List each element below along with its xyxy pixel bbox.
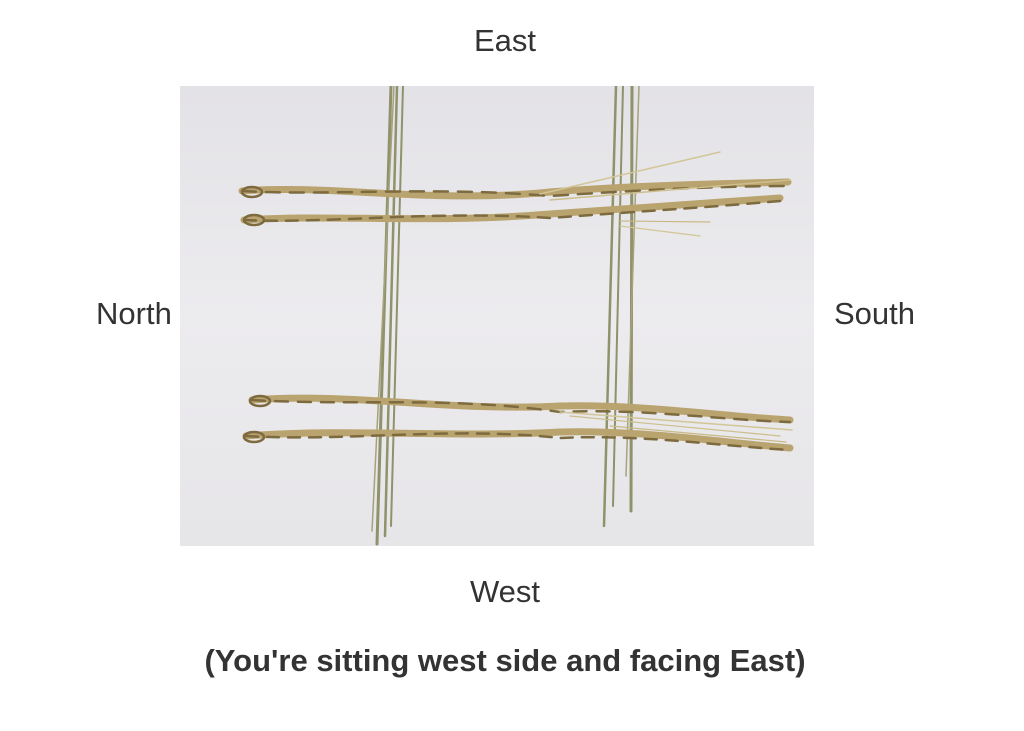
caption: (You're sitting west side and facing Eas… (204, 643, 806, 678)
photo-background (180, 86, 814, 546)
vertical-sticks-left (371, 86, 404, 546)
lower-straw-bundles (242, 394, 794, 452)
direction-label-east: East (473, 23, 537, 58)
direction-label-south: South (834, 296, 916, 331)
direction-label-west: West (469, 574, 541, 609)
direction-label-north: North (96, 296, 172, 331)
upper-straw-bundles (238, 151, 792, 237)
straw-arrangement-photo (180, 86, 814, 546)
